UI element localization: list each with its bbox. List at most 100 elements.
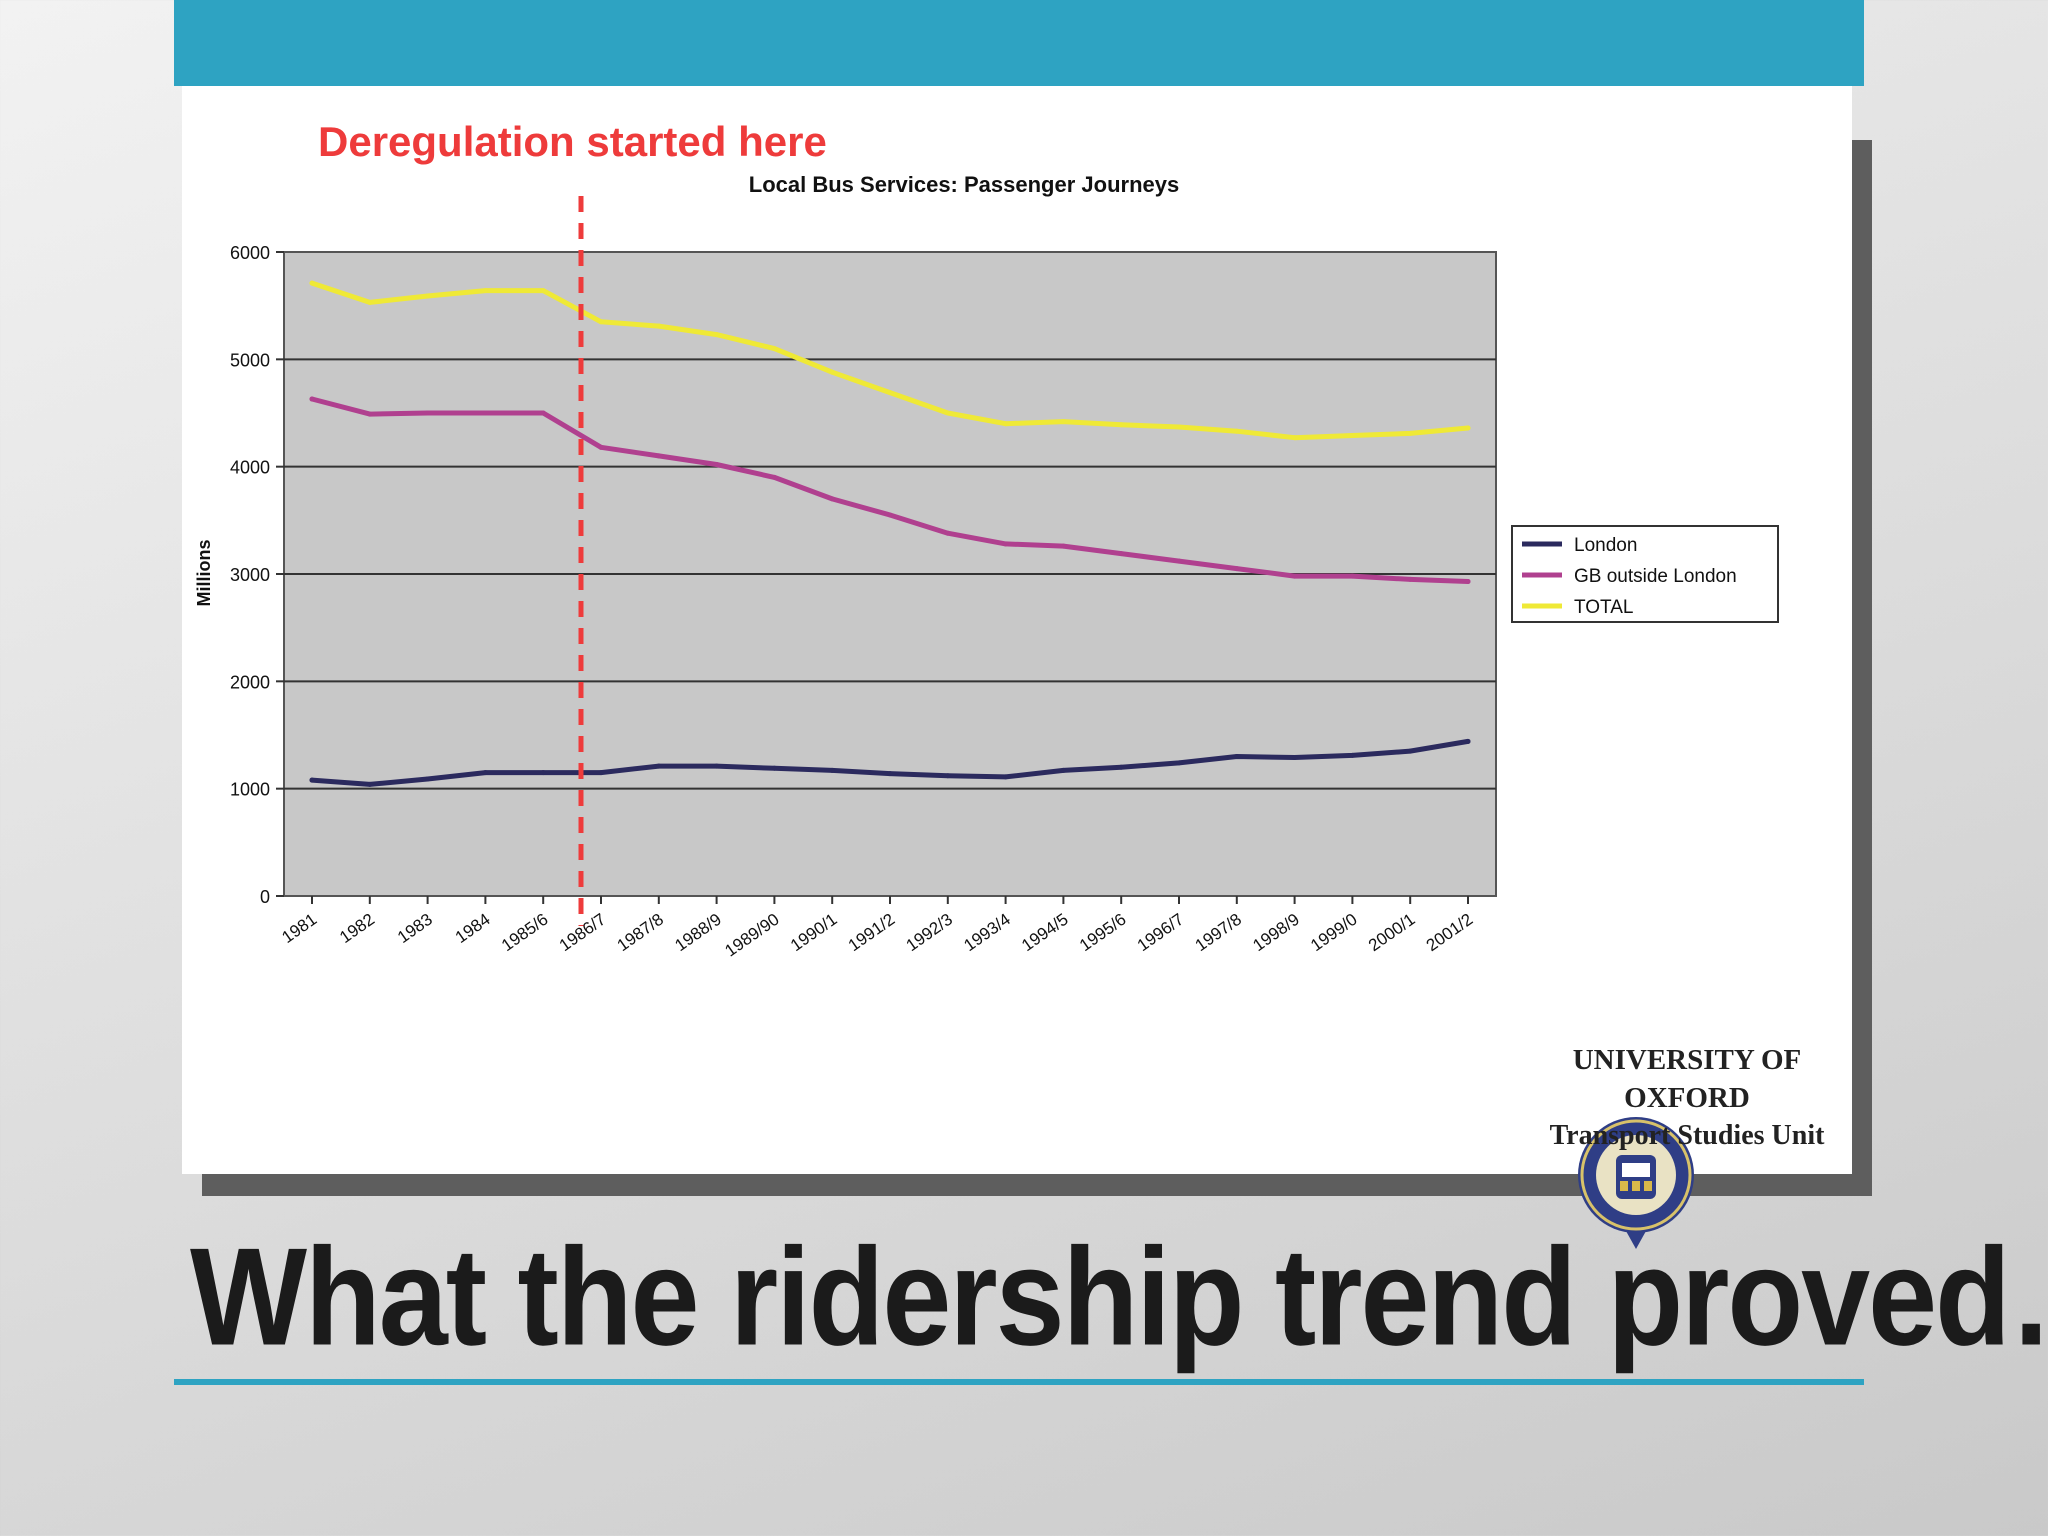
data-point bbox=[1407, 748, 1413, 754]
data-point bbox=[714, 763, 720, 769]
logo-line-3: Transport Studies Unit bbox=[1549, 1120, 1825, 1151]
y-tick-label: 1000 bbox=[230, 780, 270, 800]
y-axis-label: Millions bbox=[194, 540, 214, 607]
logo-line-1: UNIVERSITY OF bbox=[1572, 1044, 1802, 1076]
data-point bbox=[598, 319, 604, 325]
x-tick-label: 1993/4 bbox=[960, 910, 1013, 955]
data-point bbox=[309, 396, 315, 402]
data-point bbox=[829, 496, 835, 502]
data-point bbox=[945, 773, 951, 779]
x-tick-label: 1990/1 bbox=[787, 910, 840, 955]
data-point bbox=[887, 771, 893, 777]
y-tick-label: 4000 bbox=[230, 458, 270, 478]
x-tick-label: 1996/7 bbox=[1134, 910, 1187, 955]
x-tick-labels: 1981 1982 1983 1984 1985/6 1986/7 1987/8 1988/9… bbox=[278, 910, 1476, 961]
data-point bbox=[1003, 774, 1009, 780]
data-point bbox=[714, 462, 720, 468]
x-tick-label: 1989/90 bbox=[721, 910, 782, 961]
x-tick-label: 1998/9 bbox=[1249, 910, 1302, 955]
data-point bbox=[1407, 430, 1413, 436]
line-chart: Deregulation started here Local Bus Serv… bbox=[194, 118, 1779, 961]
data-point bbox=[482, 770, 488, 776]
data-point bbox=[540, 410, 546, 416]
legend: London GB outside London TOTAL bbox=[1511, 525, 1779, 623]
slide-title: What the ridership trend proved… bbox=[190, 1220, 2048, 1375]
data-point bbox=[829, 369, 835, 375]
legend-label: London bbox=[1574, 535, 1637, 556]
x-tick-label: 1981 bbox=[278, 910, 320, 947]
y-tick-label: 6000 bbox=[230, 243, 270, 263]
data-point bbox=[1003, 541, 1009, 547]
y-tick-label: 0 bbox=[260, 887, 270, 907]
data-point bbox=[1407, 576, 1413, 582]
oxford-crest-icon bbox=[1578, 1117, 1694, 1249]
data-point bbox=[540, 288, 546, 294]
data-point bbox=[1292, 755, 1298, 761]
data-point bbox=[1465, 579, 1471, 585]
data-point bbox=[1234, 428, 1240, 434]
legend-label: TOTAL bbox=[1574, 597, 1633, 618]
data-point bbox=[482, 410, 488, 416]
data-point bbox=[1465, 738, 1471, 744]
data-point bbox=[771, 346, 777, 352]
data-point bbox=[1060, 543, 1066, 549]
data-point bbox=[1234, 566, 1240, 572]
x-tick-label: 1986/7 bbox=[556, 910, 609, 955]
chart-card: Deregulation started here Local Bus Serv… bbox=[182, 86, 1852, 1249]
data-point bbox=[1060, 767, 1066, 773]
data-point bbox=[367, 411, 373, 417]
data-point bbox=[1292, 573, 1298, 579]
data-point bbox=[598, 770, 604, 776]
data-point bbox=[771, 765, 777, 771]
data-point bbox=[945, 410, 951, 416]
data-point bbox=[1176, 760, 1182, 766]
data-point bbox=[425, 410, 431, 416]
y-tick-label: 5000 bbox=[230, 350, 270, 370]
data-point bbox=[1465, 425, 1471, 431]
data-point bbox=[482, 288, 488, 294]
x-tick-label: 2000/1 bbox=[1365, 910, 1418, 955]
data-point bbox=[1118, 551, 1124, 557]
title-underline bbox=[174, 1379, 1864, 1385]
x-tick-label: 1985/6 bbox=[498, 910, 551, 955]
data-point bbox=[887, 390, 893, 396]
annotation-label: Deregulation started here bbox=[318, 118, 827, 165]
data-point bbox=[714, 332, 720, 338]
chart-title: Local Bus Services: Passenger Journeys bbox=[749, 172, 1179, 197]
y-tick-label: 2000 bbox=[230, 672, 270, 692]
data-point bbox=[598, 444, 604, 450]
logo-line-2: OXFORD bbox=[1624, 1082, 1750, 1114]
x-tick-label: 1991/2 bbox=[845, 910, 898, 955]
y-tick-label: 3000 bbox=[230, 565, 270, 585]
x-tick-label: 1988/9 bbox=[671, 910, 724, 955]
data-point bbox=[1176, 558, 1182, 564]
y-tick-labels: 0 1000 2000 3000 4000 5000 6000 bbox=[230, 243, 270, 907]
data-point bbox=[1349, 433, 1355, 439]
data-point bbox=[367, 299, 373, 305]
data-point bbox=[425, 293, 431, 299]
data-point bbox=[771, 474, 777, 480]
x-tick-label: 1982 bbox=[336, 910, 378, 947]
data-point bbox=[309, 777, 315, 783]
series-lines bbox=[309, 280, 1471, 787]
x-tick-label: 1997/8 bbox=[1192, 910, 1245, 955]
x-tick-label: 1992/3 bbox=[903, 910, 956, 955]
x-tick-label: 1994/5 bbox=[1018, 910, 1071, 955]
data-point bbox=[1176, 424, 1182, 430]
data-point bbox=[1003, 421, 1009, 427]
data-point bbox=[1118, 764, 1124, 770]
data-point bbox=[1349, 752, 1355, 758]
header-bar bbox=[174, 0, 1864, 86]
x-tick-label: 2001/2 bbox=[1423, 910, 1476, 955]
data-point bbox=[945, 530, 951, 536]
x-tick-label: 1995/6 bbox=[1076, 910, 1129, 955]
x-tick-label: 1984 bbox=[452, 910, 494, 947]
data-point bbox=[1234, 753, 1240, 759]
x-tick-label: 1983 bbox=[394, 910, 436, 947]
data-point bbox=[1292, 435, 1298, 441]
data-point bbox=[656, 323, 662, 329]
data-point bbox=[829, 767, 835, 773]
data-point bbox=[367, 781, 373, 787]
data-point bbox=[1349, 573, 1355, 579]
data-point bbox=[656, 453, 662, 459]
